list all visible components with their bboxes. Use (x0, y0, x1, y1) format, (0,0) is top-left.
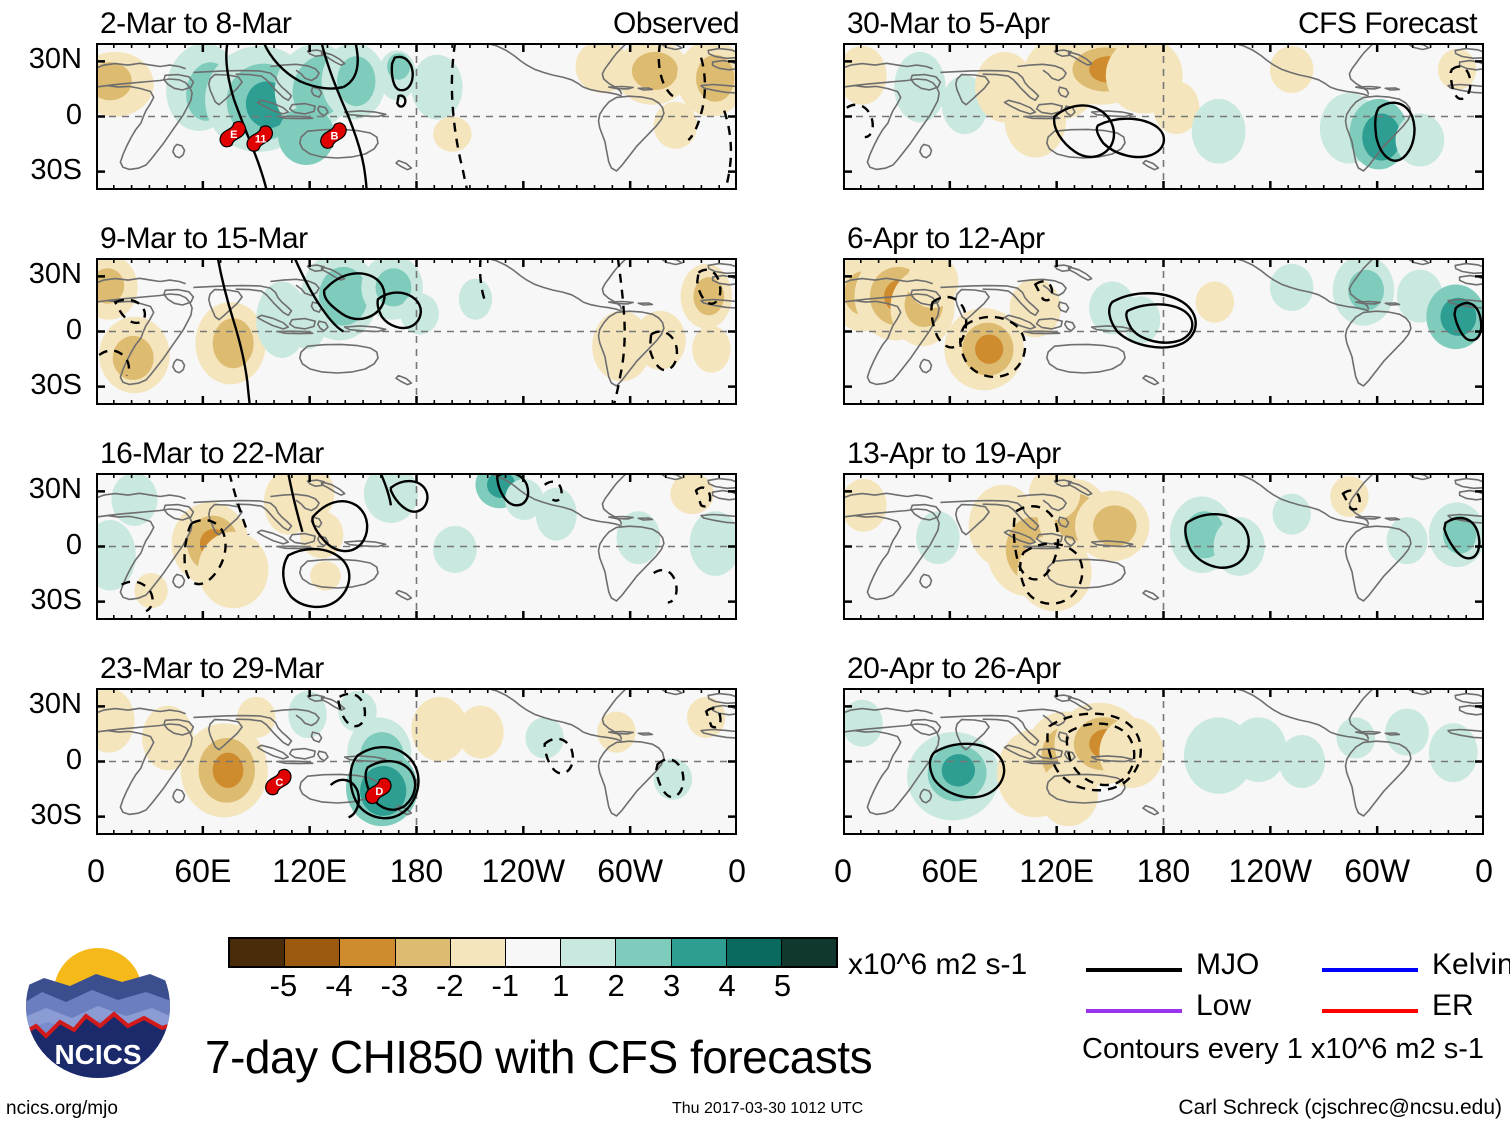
y-tick-30N-row3: 30N (28, 688, 82, 721)
legend-line-er (1322, 1009, 1418, 1013)
svg-text:11: 11 (255, 134, 267, 146)
ncics-logo: NCICS (22, 930, 174, 1082)
footer-website[interactable]: ncics.org/mjo (6, 1098, 118, 1119)
contour-interval-note: Contours every 1 x10^6 m2 s-1 (1082, 1033, 1485, 1065)
panel-title-0: 2-Mar to 8-Mar (100, 7, 292, 40)
storm-marker-11[interactable]: 11 (246, 125, 274, 152)
logo-text: NCICS (54, 1039, 141, 1070)
y-tick-30S-row1: 30S (30, 368, 82, 401)
svg-text:B: B (330, 131, 338, 143)
colorbar-swatches (228, 937, 838, 968)
legend-line-low (1086, 1009, 1182, 1013)
y-tick-0-row0: 0 (65, 98, 82, 131)
y-tick-0-row1: 0 (65, 313, 82, 346)
y-tick-0-row3: 0 (65, 743, 82, 776)
legend-label-er: ER (1432, 989, 1474, 1022)
colorbar (228, 937, 838, 968)
svg-text:C: C (275, 777, 283, 789)
panel-title-1: 9-Mar to 15-Mar (100, 222, 308, 255)
x-tick-60W-left: 60W (597, 853, 664, 889)
colorbar-tick-5: 5 (773, 968, 792, 1003)
x-tick-120W-left: 120W (481, 853, 566, 889)
colorbar-tick-2: 2 (607, 968, 625, 1003)
y-tick-30N-row1: 30N (28, 258, 82, 291)
panel-title-4: 30-Mar to 5-Apr (847, 7, 1050, 40)
colorbar-swatch-10 (781, 939, 837, 966)
storm-marker-B[interactable]: B (320, 122, 347, 149)
colorbar-tick-1: 1 (552, 968, 570, 1003)
map-panel-0[interactable]: E 11 B (96, 43, 737, 190)
colorbar-swatch-1 (285, 939, 341, 966)
colorbar-swatch-0 (230, 939, 286, 966)
colorbar-swatch-5 (505, 939, 562, 966)
panel-title-6: 13-Apr to 19-Apr (847, 437, 1061, 470)
column-header-left: Observed (613, 7, 740, 40)
colorbar-tick--5: -5 (269, 968, 298, 1003)
x-tick-0-left: 0 (728, 853, 746, 889)
x-tick-60E-left: 60E (174, 853, 232, 889)
x-tick-180-left: 180 (389, 853, 444, 889)
svg-text:E: E (230, 129, 237, 141)
legend-label-low: Low (1196, 989, 1252, 1022)
svg-text:D: D (375, 786, 383, 798)
column-header-right: CFS Forecast (1298, 7, 1478, 40)
x-tick-60W-right: 60W (1344, 853, 1411, 889)
legend-line-kelvin-x2 (1322, 968, 1418, 972)
panel-title-3: 23-Mar to 29-Mar (100, 652, 324, 685)
x-tick-120W-right: 120W (1228, 853, 1313, 889)
x-tick-60E-right: 60E (921, 853, 979, 889)
map-panel-5[interactable] (843, 258, 1484, 405)
colorbar-tick-4: 4 (718, 968, 736, 1003)
colorbar-swatch-3 (395, 939, 451, 966)
colorbar-swatch-9 (726, 939, 782, 966)
y-tick-30S-row2: 30S (30, 583, 82, 616)
y-tick-30S-row0: 30S (30, 153, 82, 186)
y-tick-30S-row3: 30S (30, 798, 82, 831)
panel-title-2: 16-Mar to 22-Mar (100, 437, 324, 470)
y-tick-0-row2: 0 (65, 528, 82, 561)
x-tick-0-left: 0 (87, 853, 105, 889)
map-panel-4[interactable] (843, 43, 1484, 190)
page-title: 7-day CHI850 with CFS forecasts (205, 1031, 873, 1083)
map-panel-6[interactable] (843, 473, 1484, 620)
footer-timestamp: Thu 2017-03-30 1012 UTC (672, 1100, 864, 1117)
colorbar-tick-3: 3 (663, 968, 681, 1003)
footer-author: Carl Schreck (cjschrec@ncsu.edu) (1178, 1096, 1502, 1119)
colorbar-swatch-6 (561, 939, 617, 966)
colorbar-tick--4: -4 (325, 968, 353, 1003)
panel-title-7: 20-Apr to 26-Apr (847, 652, 1061, 685)
map-panel-2[interactable] (96, 473, 737, 620)
x-tick-120E-left: 120E (272, 853, 348, 889)
map-panel-7[interactable] (843, 688, 1484, 835)
colorbar-tick--2: -2 (436, 968, 464, 1003)
x-tick-0-right: 0 (1475, 853, 1493, 889)
storm-marker-D[interactable]: D (365, 777, 392, 805)
x-tick-120E-right: 120E (1019, 853, 1095, 889)
map-panel-1[interactable] (96, 258, 737, 405)
colorbar-tick--1: -1 (491, 968, 520, 1003)
y-tick-30N-row2: 30N (28, 473, 82, 506)
x-tick-0-right: 0 (834, 853, 852, 889)
storm-marker-E[interactable]: E (219, 120, 247, 148)
colorbar-swatch-7 (616, 939, 672, 966)
panel-title-5: 6-Apr to 12-Apr (847, 222, 1045, 255)
colorbar-tick--3: -3 (380, 968, 409, 1003)
legend-label-mjo: MJO (1196, 948, 1260, 981)
colorbar-swatch-8 (671, 939, 727, 966)
colorbar-swatch-4 (450, 939, 506, 966)
x-tick-180-right: 180 (1136, 853, 1191, 889)
legend-line-mjo (1086, 968, 1182, 972)
colorbar-units-label: x10^6 m2 s-1 (848, 948, 1028, 981)
y-tick-30N-row0: 30N (28, 43, 82, 76)
colorbar-swatch-2 (340, 939, 396, 966)
storm-marker-C[interactable]: C (265, 768, 292, 796)
legend-label-kelvin-x2: Kelvin x2 (1432, 948, 1510, 981)
